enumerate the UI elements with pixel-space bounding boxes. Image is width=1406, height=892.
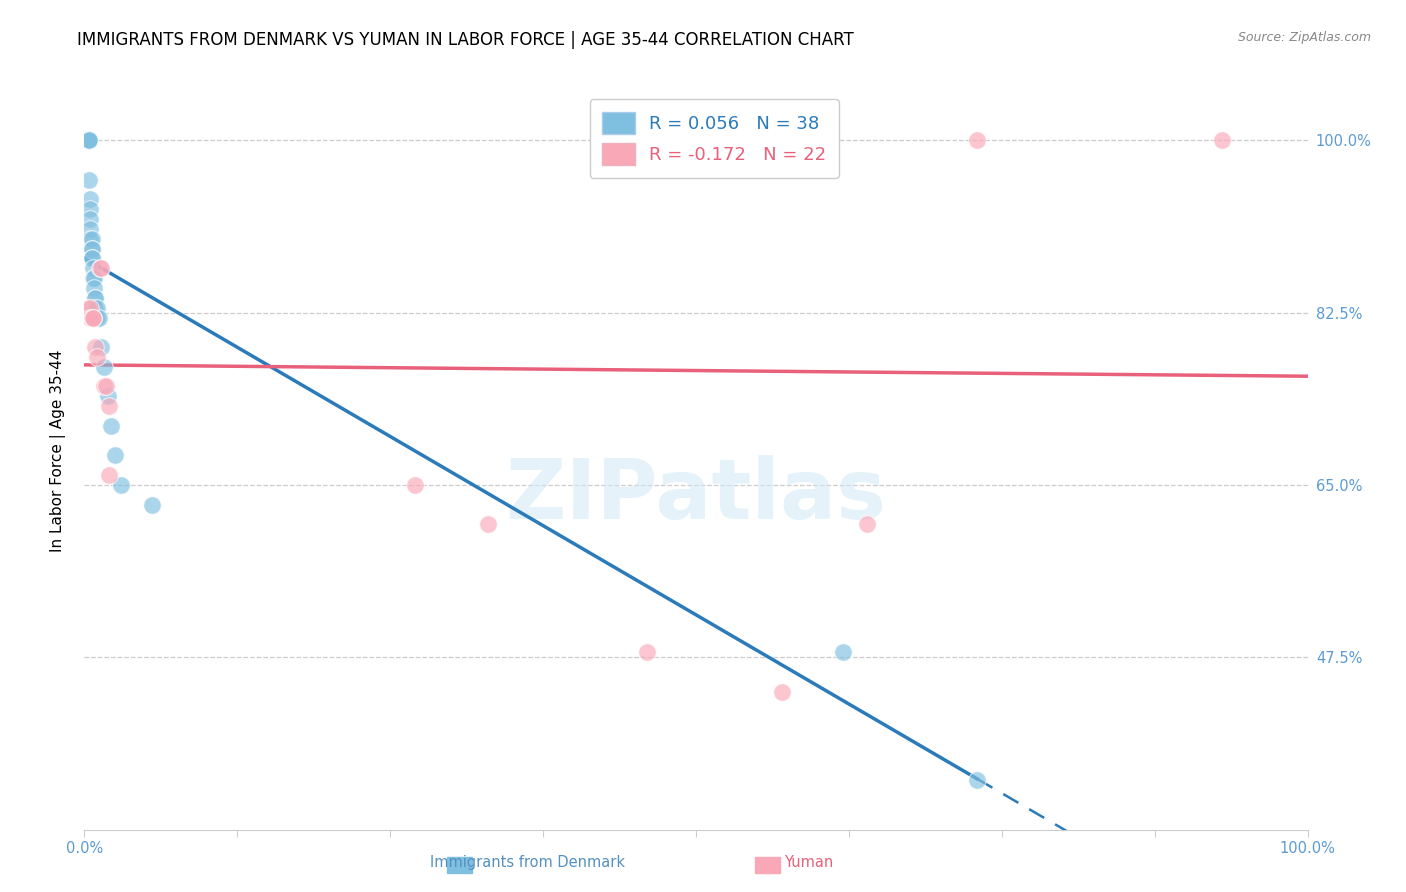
Point (96, 379, 118, 393)
Point (89, 261, 111, 276)
Point (141, 498, 163, 512)
Point (76, 133, 98, 147)
Point (77, 133, 100, 147)
Point (97, 389, 120, 403)
Text: Yuman: Yuman (783, 855, 834, 870)
Point (77, 133, 100, 147)
Point (80, 252, 103, 266)
Point (79, 212, 101, 227)
Point (77, 133, 100, 147)
Point (1211, 133, 1233, 147)
Point (79, 232, 101, 246)
Point (77, 172, 100, 186)
Point (90, 340, 112, 354)
Point (77, 133, 100, 147)
Point (966, 773, 988, 788)
Point (84, 291, 107, 305)
Point (80, 310, 103, 325)
Point (86, 301, 108, 315)
Point (93, 359, 115, 374)
Point (80, 242, 103, 256)
Point (624, 133, 647, 147)
FancyBboxPatch shape (755, 857, 780, 873)
Point (831, 645, 853, 659)
Text: IMMIGRANTS FROM DENMARK VS YUMAN IN LABOR FORCE | AGE 35-44 CORRELATION CHART: IMMIGRANTS FROM DENMARK VS YUMAN IN LABO… (77, 31, 853, 49)
Point (80, 242, 103, 256)
Point (76, 133, 98, 147)
Point (79, 310, 101, 325)
Point (80, 232, 103, 246)
Point (84, 291, 107, 305)
Point (82, 261, 104, 276)
Point (86, 350, 108, 364)
Text: Source: ZipAtlas.com: Source: ZipAtlas.com (1237, 31, 1371, 45)
Point (79, 193, 101, 207)
Point (93, 379, 115, 393)
Y-axis label: In Labor Force | Age 35-44: In Labor Force | Age 35-44 (49, 350, 66, 551)
Point (82, 271, 104, 285)
Point (97, 399, 120, 413)
Text: Immigrants from Denmark: Immigrants from Denmark (430, 855, 624, 870)
Point (82, 310, 104, 325)
Legend: R = 0.056   N = 38, R = -0.172   N = 22: R = 0.056 N = 38, R = -0.172 N = 22 (589, 99, 839, 178)
Text: ZIPatlas: ZIPatlas (506, 456, 886, 536)
Point (110, 478, 132, 492)
Point (770, 684, 793, 698)
Point (83, 271, 105, 285)
Point (87, 310, 110, 325)
Point (856, 517, 879, 532)
Point (97, 468, 120, 483)
Point (79, 301, 101, 315)
Point (83, 281, 105, 295)
Point (100, 418, 122, 433)
Point (636, 645, 658, 659)
Point (79, 222, 101, 236)
Point (477, 517, 499, 532)
Point (404, 478, 426, 492)
Point (77, 133, 100, 147)
Point (76, 133, 98, 147)
Point (79, 202, 101, 217)
Point (86, 310, 108, 325)
Point (82, 310, 104, 325)
Point (84, 301, 107, 315)
Point (966, 133, 988, 147)
FancyBboxPatch shape (447, 857, 472, 873)
Point (104, 449, 127, 463)
Point (84, 340, 107, 354)
Point (90, 261, 112, 276)
Point (80, 252, 103, 266)
Point (77, 301, 100, 315)
